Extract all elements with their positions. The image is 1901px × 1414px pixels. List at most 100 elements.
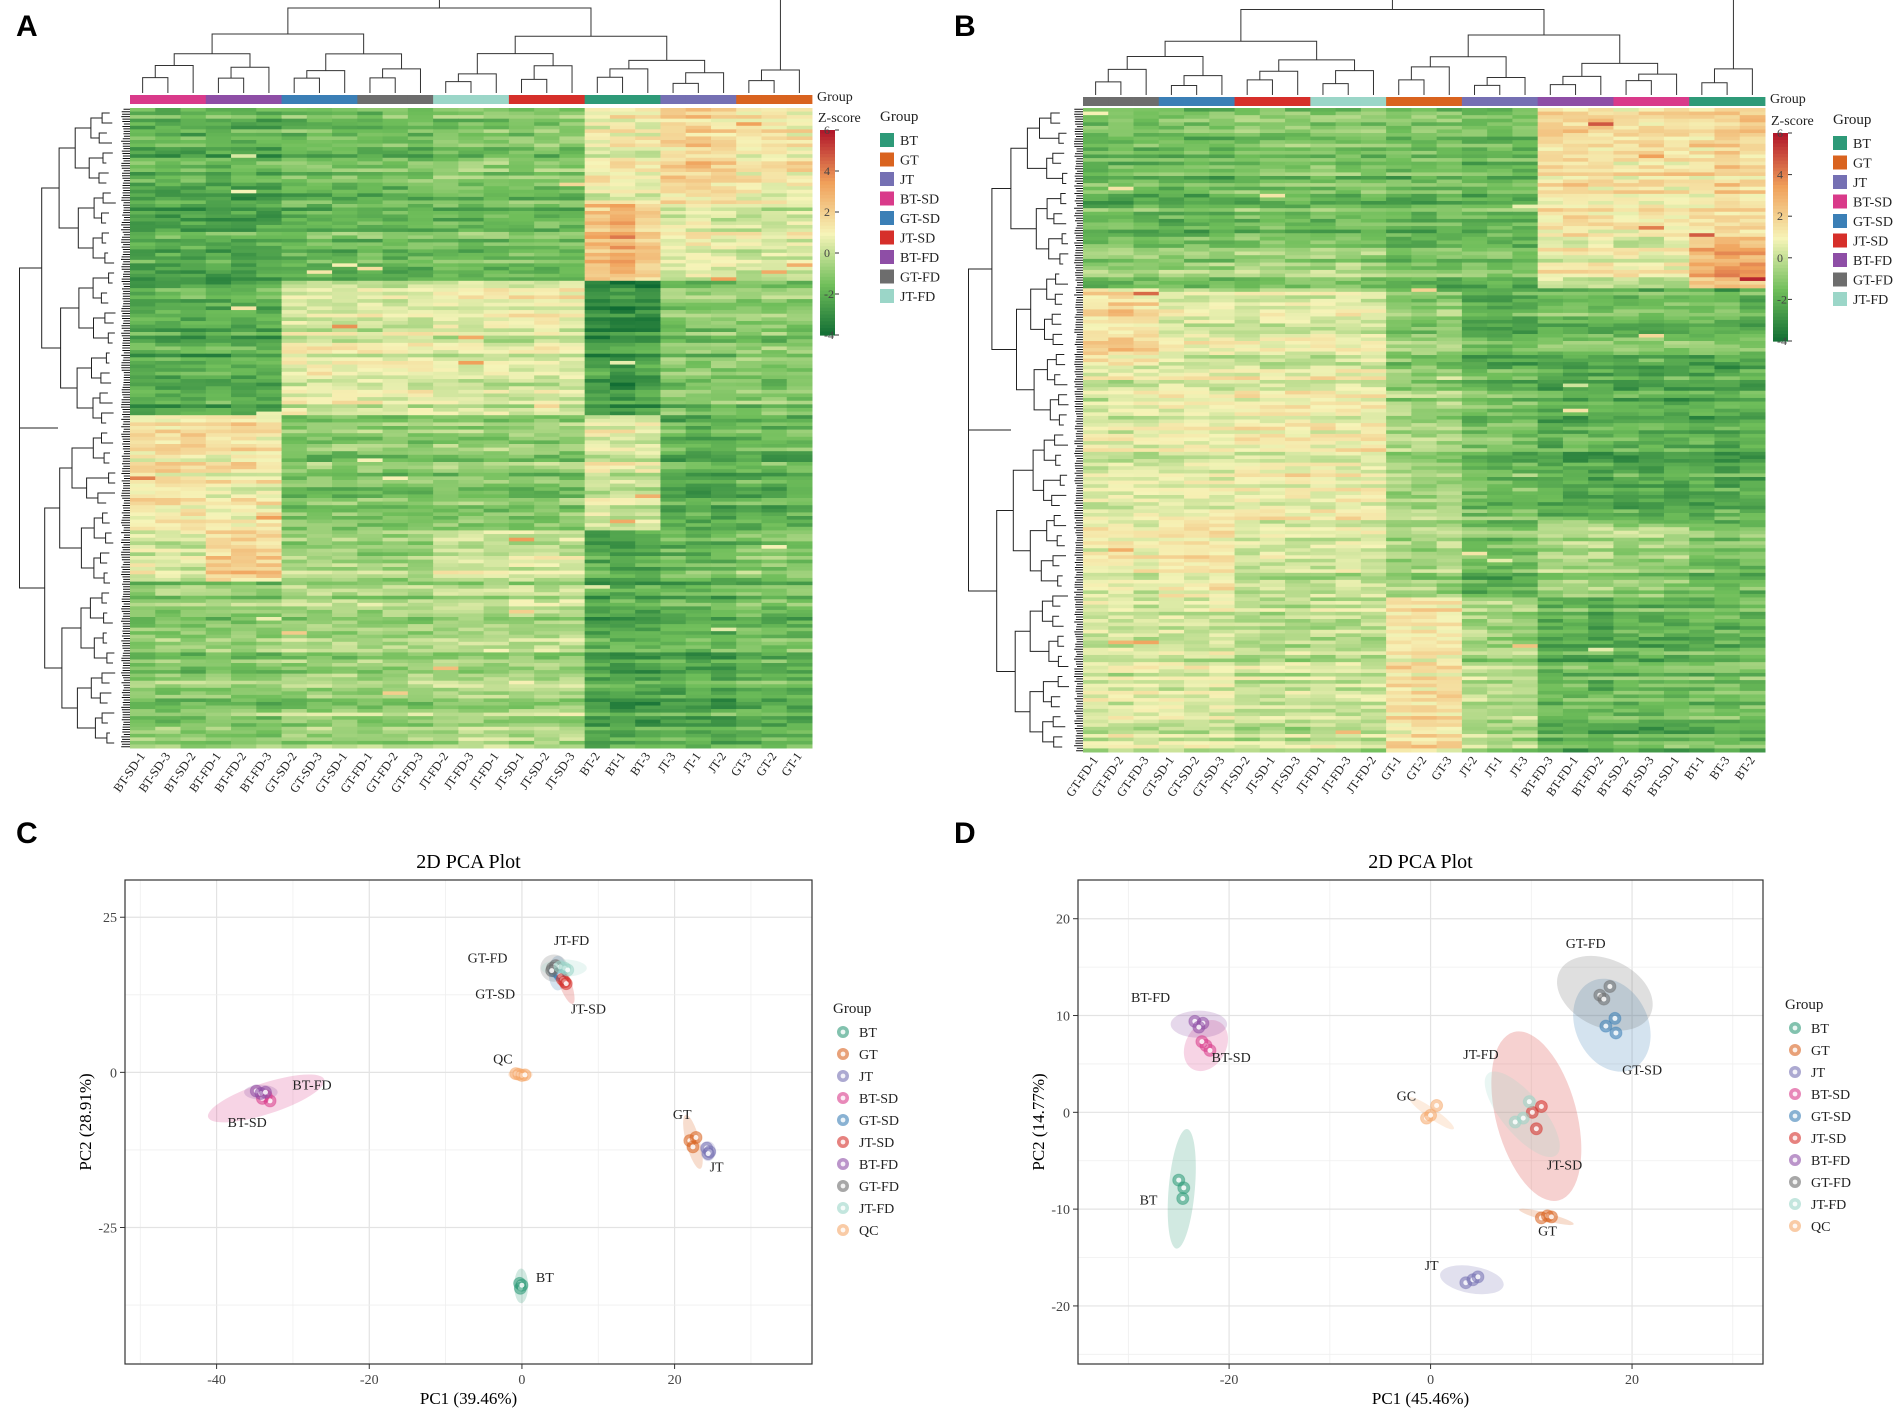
heatmap-cell [710,677,737,682]
heatmap-cell [710,447,737,452]
heatmap-cell [685,295,712,300]
heatmap-cell [281,291,308,296]
sample-label: JT-3 [655,750,679,776]
heatmap-cell [382,508,409,513]
heatmap-cell [483,168,510,173]
heatmap-cell [635,592,661,597]
heatmap-cell [635,164,661,169]
heatmap-cell [508,648,535,653]
heatmap-cell [231,730,257,735]
heatmap-cell [609,189,636,194]
heatmap-cell [559,147,586,152]
heatmap-cell [407,663,434,668]
heatmap-cell [407,214,434,219]
heatmap-cell [205,563,232,568]
heatmap-cell [256,375,283,380]
heatmap-cell [508,350,535,355]
heatmap-cell [635,386,661,391]
heatmap-cell [559,172,586,177]
heatmap-cell [685,469,712,474]
heatmap-cell [382,147,409,152]
heatmap-cell [155,566,182,572]
heatmap-cell [407,143,434,148]
heatmap-cell [231,552,257,557]
heatmap-cell [256,624,283,629]
heatmap-cell [483,339,510,344]
heatmap-cell [660,168,687,173]
heatmap-cell [635,217,661,222]
heatmap-cell [609,280,636,285]
heatmap-cell [685,411,712,416]
heatmap-cell [534,519,560,524]
heatmap-cell [458,375,485,380]
heatmap-cell [231,115,257,120]
colorbar-segment [820,140,835,145]
heatmap-cell [584,150,611,155]
heatmap-cell [205,645,232,650]
heatmap-cell [584,684,611,689]
heatmap-cell [281,207,308,212]
heatmap-cell [458,299,485,304]
heatmap-cell [609,530,636,535]
heatmap-cell [180,548,207,553]
annotation-cell [609,95,636,104]
heatmap-cell [256,400,283,405]
heatmap-cell [130,737,156,742]
heatmap-cell [180,321,207,326]
heatmap-cell [609,458,636,463]
heatmap-cell [685,516,712,521]
heatmap-cell [433,465,459,470]
heatmap-cell [180,172,207,177]
heatmap-cell [155,634,182,639]
heatmap-cell [155,701,182,707]
heatmap-cell [660,740,687,745]
heatmap-cell [660,709,687,714]
heatmap-cell [155,545,182,550]
heatmap-cell [483,193,510,198]
heatmap-cell [205,245,232,250]
heatmap-cell [685,577,712,583]
heatmap-cell [786,663,813,668]
heatmap-cell [130,645,156,650]
heatmap-cell [761,175,788,180]
heatmap-cell [382,291,409,296]
heatmap-cell [433,469,459,474]
heatmap-cell [205,494,232,499]
heatmap-cell [382,306,409,311]
heatmap-cell [382,295,409,300]
heatmap-cell [357,132,384,137]
heatmap-cell [508,617,535,622]
heatmap-cell [332,631,358,636]
heatmap-cell [534,534,560,539]
heatmap-cell [685,740,712,745]
heatmap-cell [281,609,308,614]
heatmap-cell [407,375,434,380]
heatmap-cell [483,324,510,329]
heatmap-cell [660,537,687,542]
heatmap-cell [205,350,232,355]
heatmap-cell [231,143,257,148]
heatmap-cell [180,332,207,337]
heatmap-cell [736,498,762,503]
heatmap-cell [534,698,560,703]
heatmap-cell [130,530,156,535]
heatmap-cell [609,411,636,416]
heatmap-cell [685,617,712,622]
heatmap-cell [155,266,182,271]
heatmap-cell [660,624,687,629]
heatmap-cell [786,523,813,528]
heatmap-cell [483,606,510,611]
heatmap-cell [357,332,384,337]
heatmap-cell [483,648,510,653]
heatmap-cell [786,684,813,689]
heatmap-cell [508,687,535,692]
heatmap-cell [332,280,358,285]
heatmap-cell [534,407,560,413]
heatmap-cell [559,407,586,413]
heatmap-cell [458,302,485,307]
heatmap-cell [483,266,510,271]
heatmap-cell [761,627,788,632]
heatmap-cell [736,620,762,625]
heatmap-cell [635,638,661,643]
heatmap-cell [508,426,535,431]
